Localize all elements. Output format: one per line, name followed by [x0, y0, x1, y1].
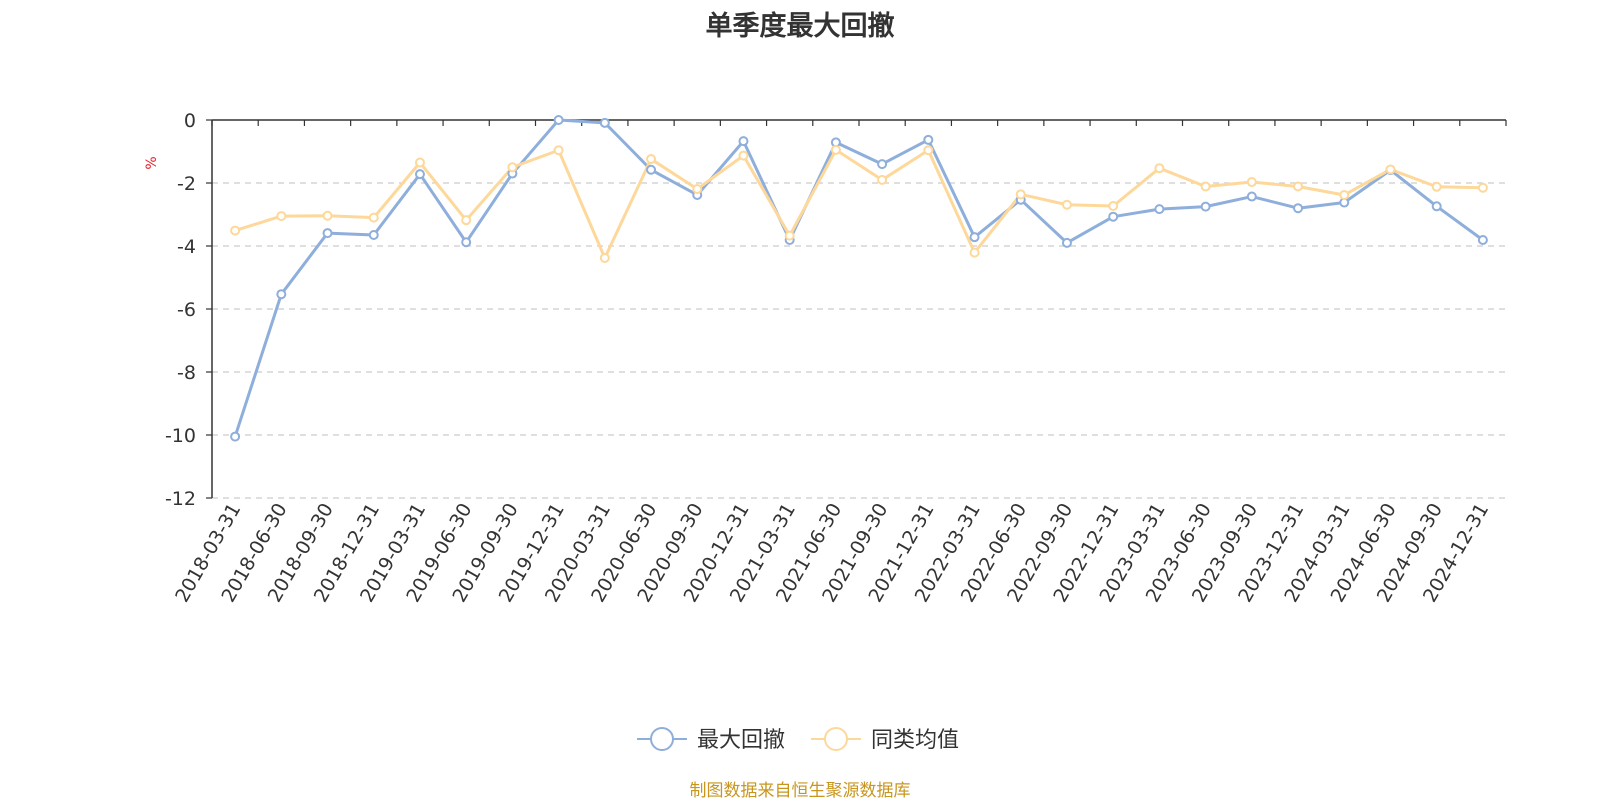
y-tick-label: -2 [177, 173, 196, 195]
data-point-max-drawdown[interactable] [877, 159, 888, 170]
axes: 0-2-4-6-8-10-122018-03-312018-06-302018-… [165, 110, 1507, 606]
legend-item-max-drawdown[interactable]: 最大回撤 [637, 727, 785, 753]
data-point-max-drawdown[interactable] [1477, 235, 1488, 246]
data-point-peer-average[interactable] [1246, 177, 1257, 188]
y-axis-unit-label: % [144, 156, 160, 169]
y-tick-label: 0 [184, 110, 196, 132]
y-tick-label: -4 [177, 236, 196, 258]
legend-label: 最大回撤 [697, 728, 785, 753]
data-point-peer-average[interactable] [923, 145, 934, 156]
data-point-peer-average[interactable] [1477, 182, 1488, 193]
data-point-max-drawdown[interactable] [738, 136, 749, 147]
data-point-peer-average[interactable] [1431, 181, 1442, 192]
data-point-max-drawdown[interactable] [461, 237, 472, 248]
data-point-peer-average[interactable] [738, 150, 749, 161]
data-point-max-drawdown[interactable] [1246, 191, 1257, 202]
data-point-max-drawdown[interactable] [1154, 204, 1165, 215]
data-source-footer: 制图数据来自恒生聚源数据库 [689, 781, 911, 801]
data-point-peer-average[interactable] [1154, 163, 1165, 174]
data-point-max-drawdown[interactable] [276, 289, 287, 300]
legend-item-peer-average[interactable]: 同类均值 [811, 727, 959, 753]
data-point-peer-average[interactable] [1015, 189, 1026, 200]
data-point-max-drawdown[interactable] [1293, 203, 1304, 214]
data-point-peer-average[interactable] [507, 162, 518, 173]
data-point-max-drawdown[interactable] [969, 232, 980, 243]
data-point-max-drawdown[interactable] [322, 228, 333, 239]
data-point-max-drawdown[interactable] [414, 169, 425, 180]
y-tick-label: -8 [177, 362, 196, 384]
data-point-max-drawdown[interactable] [923, 134, 934, 145]
series-line-peer-average [234, 148, 1483, 260]
data-point-peer-average[interactable] [276, 211, 287, 222]
data-point-max-drawdown[interactable] [230, 431, 241, 442]
series-layer [230, 115, 1488, 442]
data-point-peer-average[interactable] [784, 230, 795, 241]
data-point-peer-average[interactable] [368, 212, 379, 223]
data-point-peer-average[interactable] [646, 154, 657, 165]
y-tick-label: -10 [165, 425, 196, 447]
legend-circle-icon [824, 727, 848, 751]
data-point-peer-average[interactable] [1385, 164, 1396, 175]
chart-title: 单季度最大回撤 [705, 11, 895, 42]
data-point-max-drawdown[interactable] [1431, 201, 1442, 212]
data-point-peer-average[interactable] [1200, 181, 1211, 192]
data-point-peer-average[interactable] [1061, 199, 1072, 210]
data-point-peer-average[interactable] [553, 145, 564, 156]
data-point-peer-average[interactable] [599, 252, 610, 263]
data-point-max-drawdown[interactable] [368, 229, 379, 240]
data-point-max-drawdown[interactable] [1108, 211, 1119, 222]
data-point-max-drawdown[interactable] [1200, 201, 1211, 212]
series-line-max-drawdown [233, 118, 1484, 438]
data-point-peer-average[interactable] [1339, 189, 1350, 200]
grid-lines [212, 182, 1506, 499]
data-point-peer-average[interactable] [877, 174, 888, 185]
data-point-peer-average[interactable] [461, 215, 472, 226]
data-point-max-drawdown[interactable] [1061, 237, 1072, 248]
data-point-peer-average[interactable] [414, 157, 425, 168]
data-point-max-drawdown[interactable] [553, 115, 564, 125]
legend-label: 同类均值 [871, 728, 959, 753]
y-tick-label: -6 [177, 299, 196, 321]
data-point-peer-average[interactable] [230, 225, 241, 236]
legend[interactable]: 最大回撤 同类均值 [637, 727, 959, 753]
legend-circle-icon [650, 727, 674, 751]
y-tick-label: -12 [165, 488, 196, 510]
data-point-max-drawdown[interactable] [599, 117, 610, 128]
data-point-peer-average[interactable] [1293, 181, 1304, 192]
data-point-peer-average[interactable] [969, 247, 980, 258]
data-point-peer-average[interactable] [692, 183, 703, 194]
data-point-peer-average[interactable] [1108, 200, 1119, 211]
data-point-max-drawdown[interactable] [646, 164, 657, 175]
data-point-peer-average[interactable] [830, 144, 841, 155]
data-point-peer-average[interactable] [322, 210, 333, 221]
